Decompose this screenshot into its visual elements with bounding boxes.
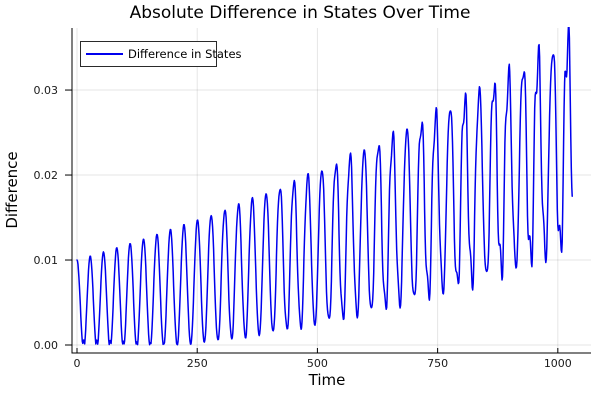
legend-entry-label: Difference in States (128, 47, 242, 61)
y-tick-label: 0.03 (34, 84, 59, 97)
x-tick-label: 1000 (544, 357, 572, 370)
grid-lines (72, 28, 591, 353)
x-tick-label: 250 (187, 357, 208, 370)
x-tick-label: 500 (307, 357, 328, 370)
y-tick-label: 0.02 (34, 169, 59, 182)
legend-line-sample (86, 53, 123, 55)
tick-marks: 0 250 500 750 1000 0.00 0.01 0.02 0.03 (34, 84, 572, 370)
y-tick-label: 0.00 (34, 339, 59, 352)
series-line-difference-in-states (76, 27, 573, 346)
x-axis-label: Time (308, 371, 346, 389)
legend: Difference in States (80, 41, 242, 67)
y-tick-label: 0.01 (34, 254, 59, 267)
y-axis-label: Difference (3, 151, 21, 229)
axes (71, 28, 591, 354)
chart-title: Absolute Difference in States Over Time (129, 3, 471, 23)
x-tick-label: 0 (74, 357, 81, 370)
x-tick-label: 750 (427, 357, 448, 370)
